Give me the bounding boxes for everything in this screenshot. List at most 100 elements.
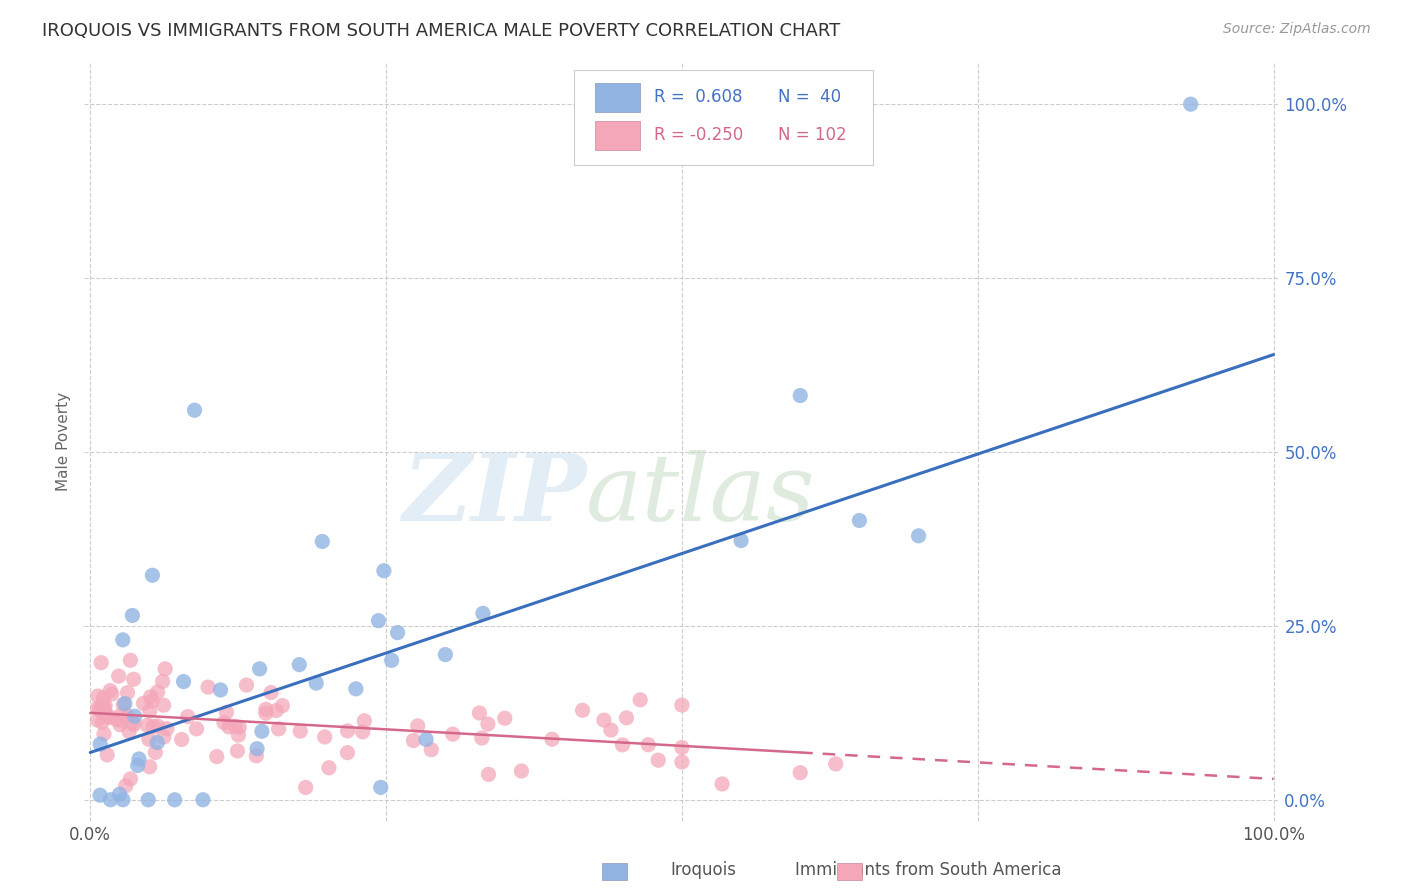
Point bbox=[110, 713, 132, 727]
Point bbox=[336, 746, 359, 760]
Point bbox=[406, 719, 429, 733]
Point bbox=[128, 752, 150, 766]
Point bbox=[344, 681, 367, 696]
Point bbox=[318, 761, 340, 775]
Point bbox=[122, 717, 145, 731]
Point bbox=[294, 780, 316, 795]
Point bbox=[124, 709, 146, 723]
Point bbox=[352, 724, 374, 739]
Point bbox=[235, 678, 257, 692]
Point bbox=[100, 793, 122, 807]
Point bbox=[132, 696, 155, 710]
Point bbox=[228, 720, 250, 734]
Point bbox=[373, 564, 395, 578]
Point bbox=[122, 672, 145, 686]
Point bbox=[146, 685, 169, 699]
Point bbox=[183, 403, 205, 417]
Point bbox=[205, 749, 228, 764]
Point bbox=[848, 514, 870, 528]
Point bbox=[89, 737, 111, 751]
Point bbox=[420, 742, 443, 756]
Point bbox=[173, 674, 195, 689]
Point bbox=[245, 748, 267, 763]
FancyBboxPatch shape bbox=[575, 70, 873, 165]
Point bbox=[120, 653, 142, 667]
Point bbox=[177, 709, 200, 723]
Point bbox=[152, 698, 174, 713]
Point bbox=[191, 793, 214, 807]
Point bbox=[136, 793, 159, 807]
Point bbox=[146, 735, 169, 749]
Point bbox=[471, 607, 494, 621]
Point bbox=[311, 534, 333, 549]
Point bbox=[112, 698, 135, 712]
Point bbox=[163, 793, 186, 807]
Bar bbox=[595, 120, 640, 150]
Point bbox=[290, 724, 312, 739]
Point bbox=[197, 680, 219, 694]
Point bbox=[111, 632, 134, 647]
Point bbox=[215, 706, 238, 720]
Point bbox=[96, 747, 118, 762]
Point bbox=[789, 765, 811, 780]
Text: Immigrants from South America: Immigrants from South America bbox=[794, 861, 1062, 879]
Point bbox=[93, 690, 115, 705]
Point bbox=[98, 683, 121, 698]
Point bbox=[647, 753, 669, 767]
Point bbox=[141, 568, 163, 582]
Point bbox=[141, 694, 163, 708]
Point bbox=[93, 701, 115, 715]
Point bbox=[226, 744, 249, 758]
Point bbox=[96, 710, 118, 724]
Point bbox=[415, 732, 437, 747]
Point bbox=[288, 657, 311, 672]
Point bbox=[730, 533, 752, 548]
Point bbox=[541, 732, 564, 747]
Point bbox=[510, 764, 533, 778]
Text: N =  40: N = 40 bbox=[778, 88, 841, 106]
Point bbox=[367, 614, 389, 628]
Point bbox=[121, 608, 143, 623]
Point bbox=[90, 656, 112, 670]
Point bbox=[108, 787, 131, 801]
Point bbox=[111, 793, 134, 807]
Point bbox=[711, 777, 734, 791]
Point bbox=[600, 723, 623, 737]
Point bbox=[186, 722, 208, 736]
Point bbox=[477, 717, 499, 731]
Point bbox=[434, 648, 457, 662]
Text: N = 102: N = 102 bbox=[778, 127, 846, 145]
Point bbox=[224, 719, 246, 733]
Point bbox=[260, 685, 283, 699]
Point bbox=[249, 662, 271, 676]
Point bbox=[121, 715, 143, 730]
Point bbox=[139, 690, 162, 704]
Text: R =  0.608: R = 0.608 bbox=[654, 88, 742, 106]
Point bbox=[100, 710, 122, 724]
Point bbox=[89, 703, 111, 717]
Point bbox=[94, 698, 117, 713]
Point bbox=[254, 702, 277, 716]
Point bbox=[156, 722, 179, 736]
Point bbox=[246, 741, 269, 756]
Point bbox=[370, 780, 392, 795]
Point bbox=[117, 708, 139, 723]
Point bbox=[616, 711, 638, 725]
Point bbox=[142, 719, 165, 733]
Point bbox=[107, 669, 129, 683]
Point bbox=[628, 693, 651, 707]
Point bbox=[250, 724, 273, 739]
Point bbox=[87, 689, 110, 703]
Point bbox=[127, 758, 149, 772]
Point bbox=[824, 756, 846, 771]
Point bbox=[314, 730, 336, 744]
Point bbox=[1180, 97, 1202, 112]
Point bbox=[907, 529, 929, 543]
Point bbox=[381, 653, 404, 667]
Point bbox=[153, 730, 176, 744]
Text: atlas: atlas bbox=[586, 450, 815, 540]
Y-axis label: Male Poverty: Male Poverty bbox=[56, 392, 72, 491]
Text: Iroquois: Iroquois bbox=[671, 861, 735, 879]
Point bbox=[402, 733, 425, 747]
Point bbox=[471, 731, 494, 745]
